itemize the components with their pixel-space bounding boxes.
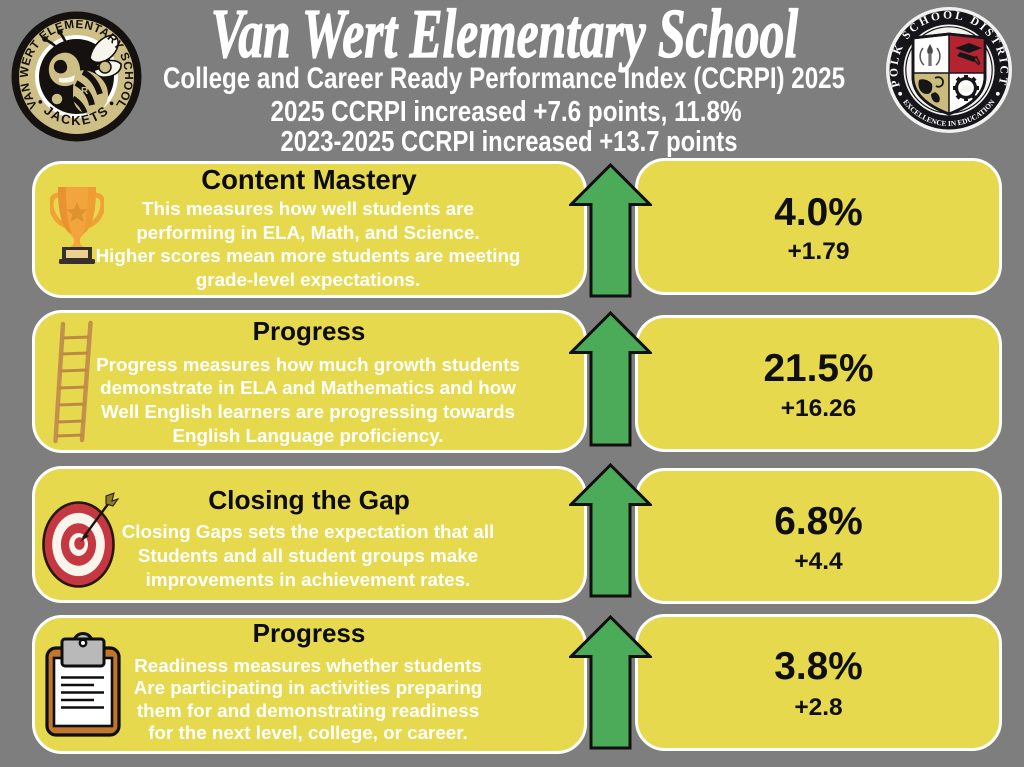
svg-text:R: R (81, 86, 89, 97)
